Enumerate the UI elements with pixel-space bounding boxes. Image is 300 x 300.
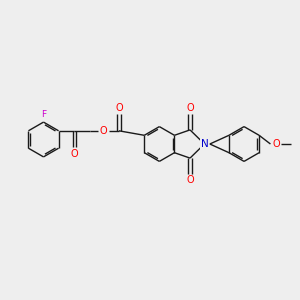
Text: O: O xyxy=(70,149,78,159)
Text: N: N xyxy=(201,139,208,149)
Text: O: O xyxy=(100,126,107,136)
Text: F: F xyxy=(41,110,46,119)
Text: O: O xyxy=(272,139,280,149)
Text: O: O xyxy=(115,103,123,113)
Text: O: O xyxy=(186,103,194,113)
Text: O: O xyxy=(186,175,194,185)
